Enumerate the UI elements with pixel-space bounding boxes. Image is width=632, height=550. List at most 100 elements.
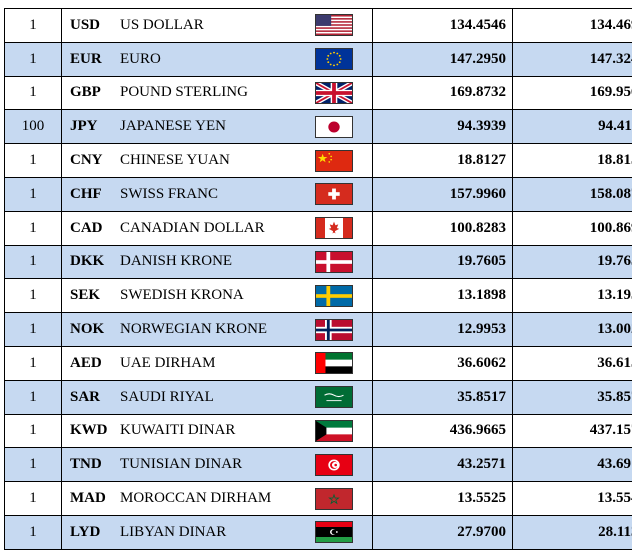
unit-cell: 1 [4, 278, 62, 314]
currency-name-cell: SWEDISH KRONA [120, 278, 308, 314]
currency-code-cell: GBP [61, 75, 120, 111]
unit-cell: 1 [4, 514, 62, 550]
buy-rate-cell: 100.8283 [372, 210, 513, 246]
flag-cell [308, 109, 373, 145]
currency-code-cell: USD [61, 8, 120, 43]
sell-rate-cell: 18.8154 [512, 143, 632, 178]
sell-rate-cell: 134.4696 [512, 8, 632, 43]
sell-rate-cell: 13.1952 [512, 278, 632, 314]
ma-flag-icon [315, 487, 353, 510]
flag-cell [308, 75, 373, 111]
buy-rate-cell: 27.9700 [372, 514, 513, 550]
flag-cell [308, 210, 373, 246]
currency-name-cell: US DOLLAR [120, 8, 308, 43]
buy-rate-cell: 13.5525 [372, 481, 513, 516]
unit-cell: 1 [4, 379, 62, 415]
buy-rate-cell: 18.8127 [372, 143, 513, 178]
currency-name-cell: KUWAITI DINAR [120, 413, 308, 449]
flag-cell [308, 8, 373, 43]
uk-flag-icon [315, 81, 353, 104]
sell-rate-cell: 100.8699 [512, 210, 632, 246]
currency-code-cell: EUR [61, 41, 120, 77]
sell-rate-cell: 35.8576 [512, 379, 632, 415]
sell-rate-cell: 158.0879 [512, 176, 632, 212]
eu-flag-icon [315, 48, 353, 71]
ly-flag-icon [315, 521, 353, 544]
tn-flag-icon [315, 453, 353, 476]
unit-cell: 1 [4, 244, 62, 280]
flag-cell [308, 413, 373, 449]
currency-code-cell: CAD [61, 210, 120, 246]
flag-cell [308, 312, 373, 347]
unit-cell: 1 [4, 413, 62, 449]
sell-rate-cell: 28.1135 [512, 514, 632, 550]
unit-cell: 100 [4, 109, 62, 145]
unit-cell: 1 [4, 75, 62, 111]
currency-name-cell: UAE DIRHAM [120, 345, 308, 381]
flag-cell [308, 143, 373, 178]
currency-name-cell: LIBYAN DINAR [120, 514, 308, 550]
buy-rate-cell: 157.9960 [372, 176, 513, 212]
currency-name-cell: CANADIAN DOLLAR [120, 210, 308, 246]
currency-name-cell: MOROCCAN DIRHAM [120, 481, 308, 516]
sell-rate-cell: 169.9565 [512, 75, 632, 111]
ae-flag-icon [315, 352, 353, 375]
currency-code-cell: SEK [61, 278, 120, 314]
currency-name-cell: SWISS FRANC [120, 176, 308, 212]
cn-flag-icon [315, 149, 353, 172]
flag-cell [308, 379, 373, 415]
currency-name-cell: TUNISIAN DINAR [120, 447, 308, 483]
unit-cell: 1 [4, 210, 62, 246]
currency-name-cell: DANISH KRONE [120, 244, 308, 280]
currency-code-cell: SAR [61, 379, 120, 415]
buy-rate-cell: 169.8732 [372, 75, 513, 111]
buy-rate-cell: 147.2950 [372, 41, 513, 77]
flag-cell [308, 514, 373, 550]
currency-name-cell: CHINESE YUAN [120, 143, 308, 178]
ch-flag-icon [315, 183, 353, 206]
currency-name-cell: NORWEGIAN KRONE [120, 312, 308, 347]
currency-code-cell: DKK [61, 244, 120, 280]
currency-code-cell: JPY [61, 109, 120, 145]
flag-cell [308, 447, 373, 483]
unit-cell: 1 [4, 176, 62, 212]
sell-rate-cell: 13.5540 [512, 481, 632, 516]
currency-name-cell: JAPANESE YEN [120, 109, 308, 145]
unit-cell: 1 [4, 345, 62, 381]
ca-flag-icon [315, 217, 353, 240]
currency-code-cell: CNY [61, 143, 120, 178]
sell-rate-cell: 19.7656 [512, 244, 632, 280]
buy-rate-cell: 436.9665 [372, 413, 513, 449]
se-flag-icon [315, 284, 353, 307]
currency-name-cell: POUND STERLING [120, 75, 308, 111]
dk-flag-icon [315, 250, 353, 273]
currency-name-cell: EURO [120, 41, 308, 77]
buy-rate-cell: 13.1898 [372, 278, 513, 314]
unit-cell: 1 [4, 143, 62, 178]
unit-cell: 1 [4, 8, 62, 43]
kw-flag-icon [315, 419, 353, 442]
buy-rate-cell: 134.4546 [372, 8, 513, 43]
flag-cell [308, 345, 373, 381]
unit-cell: 1 [4, 481, 62, 516]
currency-code-cell: CHF [61, 176, 120, 212]
currency-code-cell: LYD [61, 514, 120, 550]
sell-rate-cell: 13.0022 [512, 312, 632, 347]
flag-cell [308, 176, 373, 212]
no-flag-icon [315, 318, 353, 341]
unit-cell: 1 [4, 41, 62, 77]
